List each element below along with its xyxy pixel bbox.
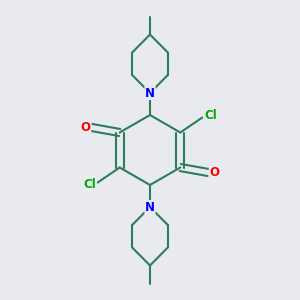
Text: N: N <box>145 200 155 214</box>
Text: O: O <box>81 121 91 134</box>
Text: Cl: Cl <box>204 109 217 122</box>
Text: O: O <box>209 166 219 179</box>
Text: Cl: Cl <box>83 178 96 191</box>
Text: N: N <box>145 86 155 100</box>
